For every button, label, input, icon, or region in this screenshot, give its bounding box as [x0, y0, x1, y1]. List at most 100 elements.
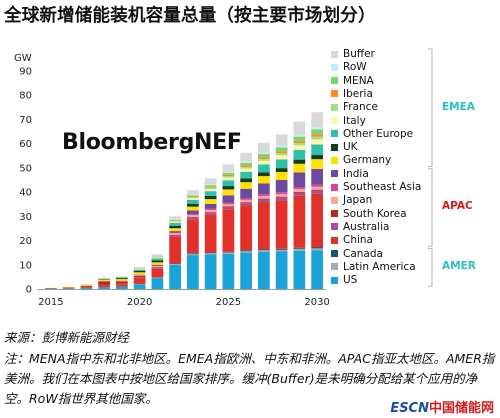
bar-segment — [240, 252, 252, 289]
bar-segment — [133, 274, 146, 276]
legend-label: Southeast Asia — [343, 181, 422, 193]
bar-segment — [258, 176, 270, 184]
legend-swatch — [331, 276, 338, 284]
bar-segment — [187, 210, 199, 215]
bar-segment — [204, 210, 217, 213]
legend-swatch — [331, 156, 338, 164]
bar-segment — [204, 187, 217, 189]
bar-segment — [133, 266, 146, 269]
bar-segment — [258, 198, 270, 200]
bar-segment — [258, 249, 270, 251]
bar-segment — [187, 190, 199, 195]
bar-segment — [293, 140, 306, 143]
legend-label: RoW — [343, 61, 367, 74]
bar-segment — [204, 252, 217, 254]
bar-segment — [116, 286, 128, 289]
legend-item: Buffer — [331, 48, 375, 60]
bar-segment — [116, 279, 128, 281]
legend-item: Italy — [331, 115, 366, 127]
bar-segment — [169, 235, 181, 237]
legend-swatch — [331, 117, 338, 124]
bar-segment — [275, 249, 288, 252]
bar-segment — [311, 144, 323, 156]
bar-segment — [258, 172, 270, 177]
bar-segment — [293, 134, 306, 137]
y-tick-label: 10 — [19, 260, 32, 271]
bar-segment — [275, 159, 288, 169]
bar-segment — [293, 121, 306, 135]
bar-segment — [151, 265, 164, 268]
bar-segment — [204, 253, 217, 255]
footnote: 注：MENA指中东和北非地区。EMEA指欧洲、中东和非洲。APAC指亚太地区。A… — [4, 351, 495, 406]
bar-segment — [293, 192, 306, 196]
bar-segment — [187, 215, 199, 218]
bar-segment — [222, 209, 235, 252]
legend-label: Other Europe — [343, 127, 414, 140]
bar-segment — [169, 264, 181, 289]
bar-segment — [222, 177, 235, 181]
bar-segment — [275, 145, 288, 148]
bar-segment — [151, 267, 164, 268]
chart-title: 全球新增储能装机容量总量（按主要市场划分） — [4, 6, 376, 26]
bar-segment — [240, 205, 252, 251]
bar-segment — [311, 247, 323, 249]
legend-swatch — [331, 183, 338, 191]
bar-segment — [116, 281, 128, 284]
legend-label: Italy — [343, 114, 366, 127]
y-tick-label: 20 — [19, 236, 32, 247]
legend-label: Iberia — [343, 87, 373, 100]
bar-segment — [258, 199, 270, 203]
bar-segment — [275, 168, 288, 173]
bar-segment — [275, 194, 288, 197]
bar-segment — [187, 195, 199, 197]
legend-item: Germany — [331, 154, 391, 166]
bar-segment — [293, 191, 306, 193]
bar-segment — [151, 278, 164, 289]
bar-segment — [240, 162, 252, 166]
legend-swatch — [331, 130, 338, 138]
bar-segment — [240, 202, 252, 204]
bar-segment — [116, 276, 128, 277]
bar-segment — [151, 254, 164, 257]
bar-segment — [240, 251, 252, 253]
bar-segment — [275, 196, 288, 198]
bar-segment — [169, 233, 181, 235]
bar-segment — [293, 142, 306, 146]
legend-label: US — [343, 274, 358, 287]
bar-segment — [275, 155, 288, 160]
bar-segment — [240, 178, 252, 183]
bar-segment — [169, 219, 181, 221]
legend-swatch — [331, 90, 338, 98]
bar-segment — [275, 147, 288, 152]
bar-segment — [311, 159, 323, 169]
watermark-text: 中国储能网 — [428, 401, 494, 416]
bar-segment — [240, 168, 252, 172]
legend-label: MENA — [343, 74, 374, 87]
bar-segment — [204, 199, 217, 204]
legend-item: UK — [331, 141, 358, 153]
bar-segment — [187, 214, 199, 216]
y-tick-label: 0 — [26, 285, 32, 296]
bar-segment — [151, 257, 164, 259]
bar-segment — [151, 260, 164, 263]
bar-segment — [311, 248, 323, 251]
bar-segment — [222, 195, 235, 203]
legend-swatch — [331, 63, 338, 71]
bar-segment — [169, 220, 181, 222]
bar-segment — [222, 176, 235, 178]
bar-segment — [98, 281, 110, 285]
bar-segment — [80, 287, 93, 289]
bar-segment — [169, 225, 181, 229]
brand-logo-text: BloombergNEF — [62, 130, 242, 155]
bar-segment — [222, 252, 235, 254]
legend-label: Latin America — [343, 260, 416, 273]
bar-segment — [80, 288, 93, 289]
bar-segment — [187, 253, 199, 254]
bar-segment — [187, 206, 199, 211]
legend-label: Germany — [343, 154, 392, 167]
bar-segment — [222, 251, 235, 253]
x-tick-label: 2030 — [304, 297, 329, 308]
bar-segment — [204, 203, 217, 209]
bar-segment — [222, 202, 235, 204]
bar-segment — [116, 278, 128, 280]
